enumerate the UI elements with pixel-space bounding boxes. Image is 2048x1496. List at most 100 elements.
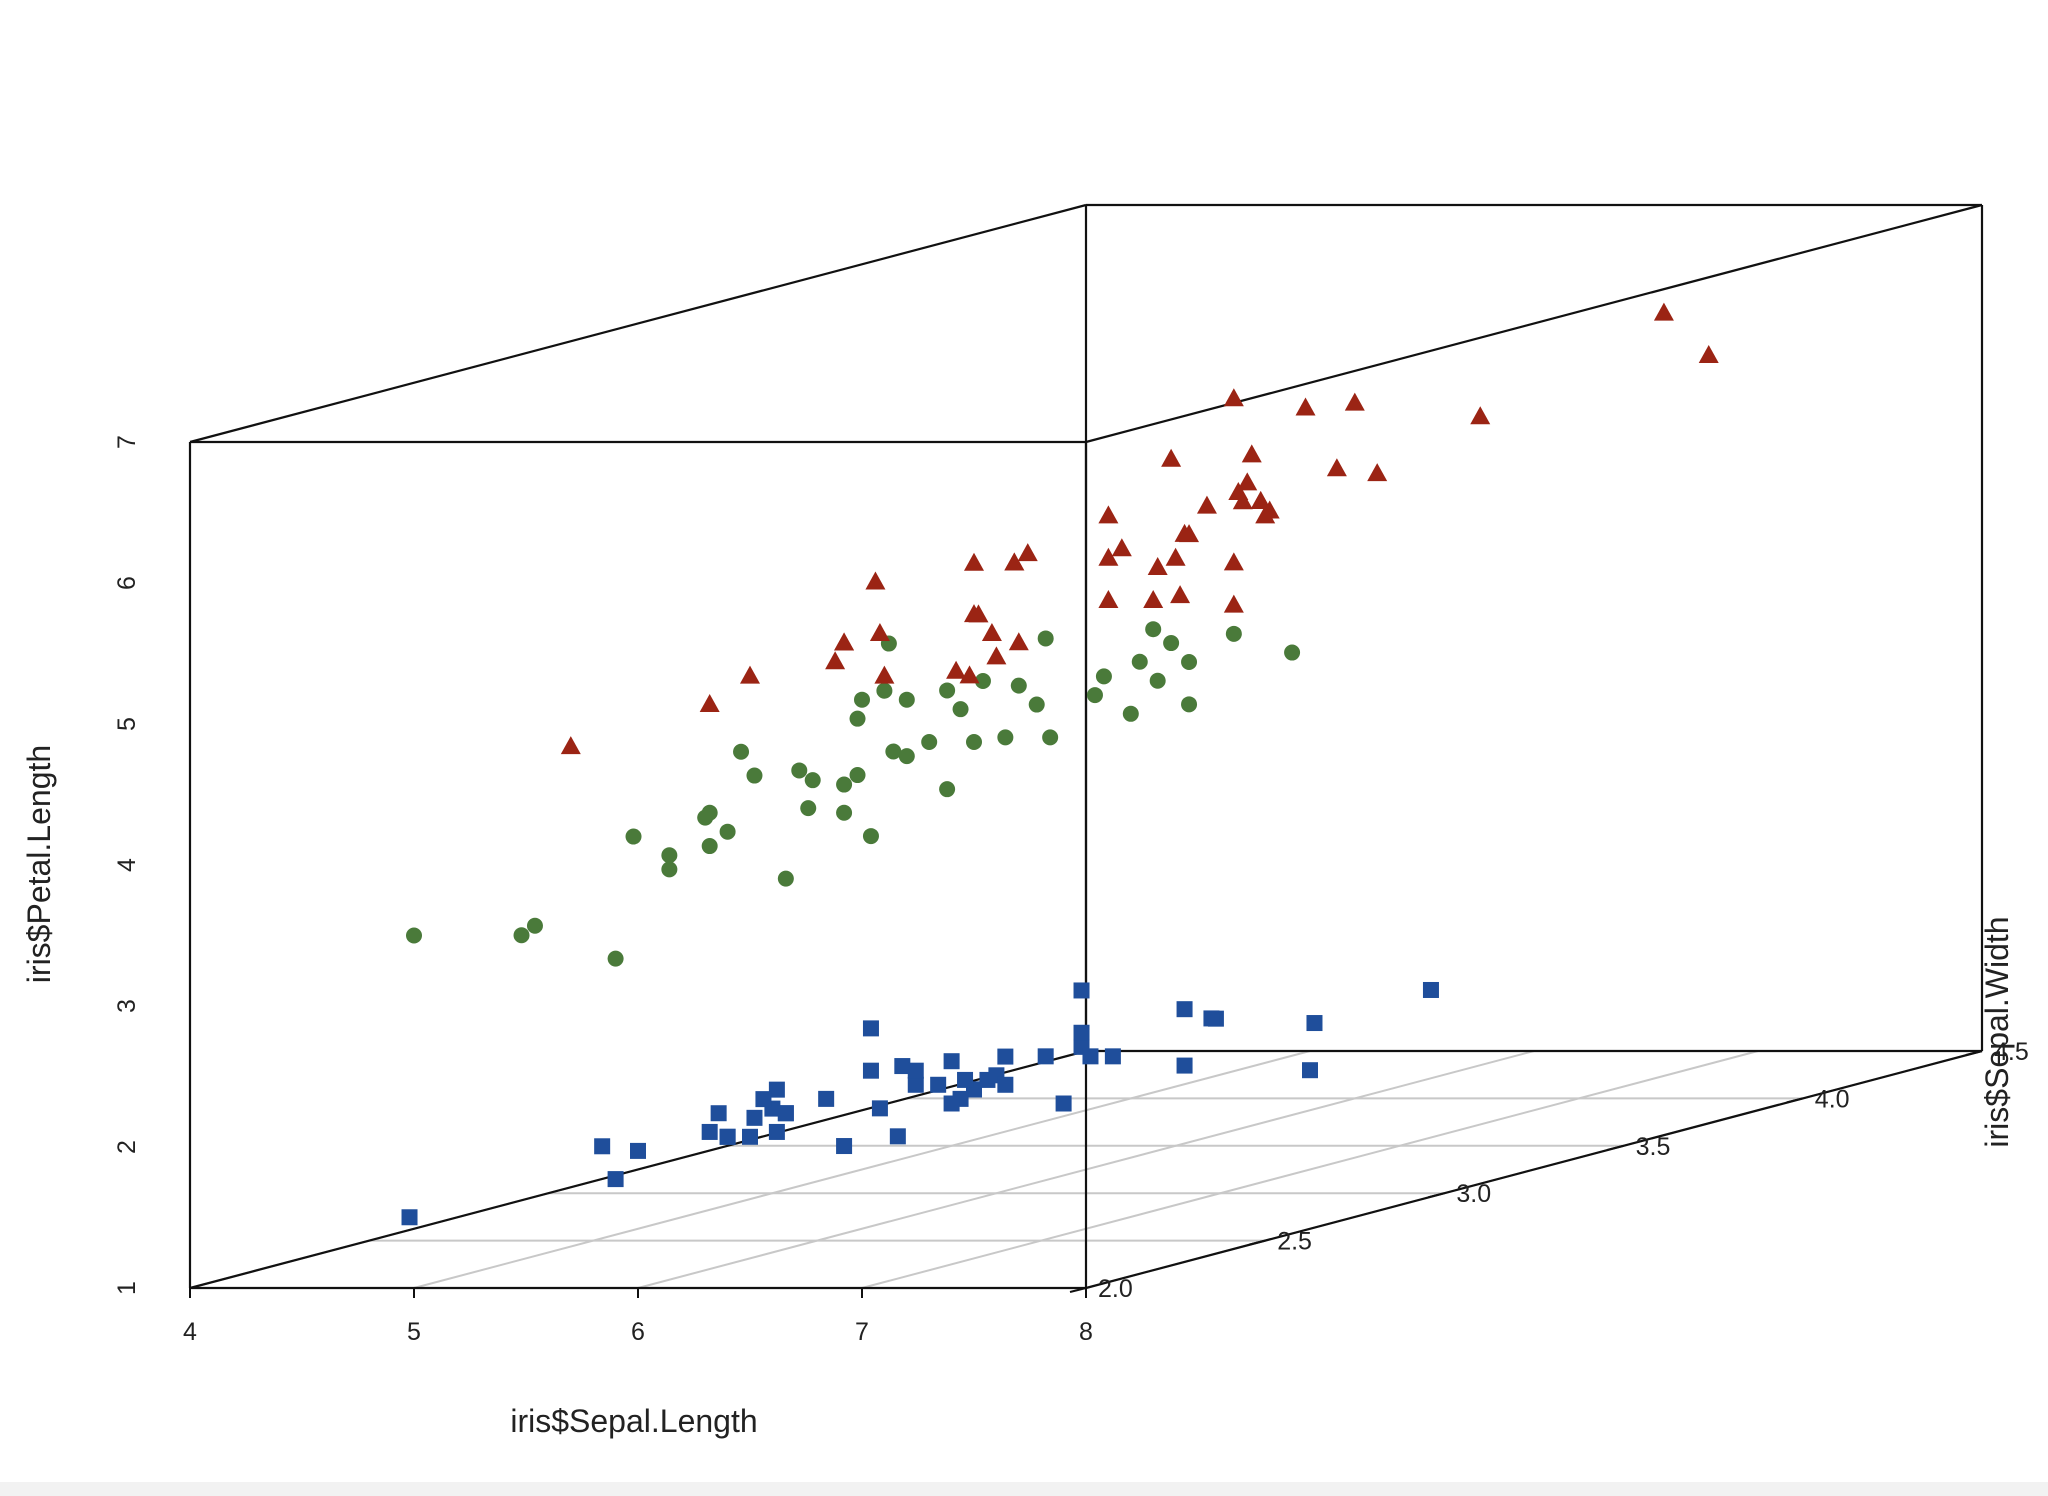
data-point-square (1176, 1057, 1193, 1074)
data-point-square (930, 1076, 947, 1093)
data-point-square (836, 1138, 853, 1155)
data-point-triangle (874, 665, 895, 684)
data-point-circle (1149, 672, 1166, 689)
y-tick-label: 2.0 (1098, 1275, 1133, 1303)
data-point-triangle (1250, 491, 1271, 510)
z-axis-title: iris$Petal.Length (21, 745, 57, 983)
data-point-circle (607, 950, 624, 967)
data-point-circle (921, 734, 938, 750)
box-edge (1085, 1049, 1983, 1290)
data-point-circle (800, 800, 817, 817)
x-tick-label: 7 (855, 1318, 869, 1346)
data-point-triangle (834, 632, 855, 651)
data-point-square (777, 1105, 794, 1122)
data-point-circle (701, 838, 718, 855)
data-point-square (1037, 1048, 1054, 1065)
data-points (401, 302, 1719, 1226)
data-point-triangle (964, 604, 984, 623)
data-point-square (894, 1058, 911, 1075)
y-tick (1428, 1192, 1445, 1199)
z-tick-label: 3 (113, 999, 141, 1013)
data-point-triangle (1161, 448, 1182, 467)
data-point-circle (625, 828, 642, 845)
data-point-square (889, 1128, 906, 1145)
data-point-circle (1181, 654, 1198, 671)
data-point-triangle (1008, 632, 1029, 651)
data-point-square (1422, 981, 1439, 998)
data-point-circle (697, 809, 714, 826)
data-point-triangle (1653, 302, 1674, 321)
y-tick (1786, 1097, 1804, 1104)
data-point-circle (746, 767, 763, 784)
data-point-square (997, 1048, 1014, 1065)
data-point-triangle (1367, 463, 1388, 482)
data-point-circle (876, 682, 893, 699)
bottom-edge (0, 1482, 2048, 1496)
data-point-triangle (1165, 547, 1186, 566)
data-point-triangle (1223, 594, 1244, 613)
data-point-triangle (1223, 552, 1244, 571)
data-point-circle (898, 748, 915, 765)
data-point-circle (406, 927, 422, 944)
data-point-triangle (1170, 585, 1191, 604)
z-tick-label: 7 (113, 435, 141, 449)
z-tick-label: 1 (113, 1281, 141, 1295)
data-point-triangle (825, 651, 846, 670)
data-point-triangle (1237, 472, 1258, 491)
data-point-square (755, 1091, 772, 1108)
data-point-square (768, 1081, 785, 1098)
y-tick-label: 4.0 (1815, 1085, 1850, 1113)
data-point-triangle (1004, 552, 1025, 571)
data-point-square (630, 1142, 646, 1159)
data-point-square (1104, 1048, 1121, 1065)
data-point-triangle (560, 736, 581, 755)
data-point-square (907, 1076, 924, 1093)
data-point-circle (997, 729, 1014, 746)
data-point-circle (661, 861, 678, 878)
data-point-circle (1010, 677, 1027, 694)
data-point-circle (1284, 644, 1301, 661)
data-point-square (1203, 1010, 1220, 1027)
data-point-square (719, 1128, 736, 1145)
data-point-circle (974, 672, 991, 689)
data-point-square (943, 1095, 960, 1112)
data-point-square (710, 1105, 727, 1122)
data-point-square (997, 1076, 1014, 1093)
axes: 4 5 6 7 8 1 2 3 4 5 6 7 2.0 2.5 3.0 3.5 4.0 4.5 (113, 435, 2029, 1346)
data-point-circle (661, 847, 678, 864)
data-point-circle (1131, 653, 1148, 670)
data-point-circle (952, 701, 969, 718)
data-point-circle (939, 781, 956, 798)
data-point-square (401, 1209, 418, 1226)
data-point-square (701, 1123, 718, 1140)
y-tick-label: 4.5 (1994, 1038, 2029, 1066)
data-point-circle (836, 776, 853, 793)
bounding-box (188, 203, 1984, 1290)
data-point-triangle (946, 660, 967, 679)
data-point-circle (1042, 729, 1059, 746)
data-point-triangle (1196, 495, 1217, 514)
data-point-square (907, 1062, 924, 1079)
data-point-triangle (1098, 547, 1119, 566)
data-point-circle (849, 767, 866, 784)
data-point-triangle (1295, 397, 1316, 416)
y-tick-label: 3.0 (1456, 1180, 1491, 1208)
data-point-square (871, 1100, 888, 1117)
data-point-triangle (1470, 406, 1491, 425)
data-point-square (1306, 1015, 1323, 1032)
y-tick-label: 3.5 (1636, 1133, 1671, 1161)
data-point-triangle (986, 646, 1007, 665)
x-tick-label: 8 (1079, 1318, 1093, 1346)
data-point-triangle (981, 623, 1002, 642)
x-tick-label: 5 (407, 1318, 421, 1346)
x-axis-title: iris$Sepal.Length (510, 1403, 757, 1439)
data-point-triangle (1098, 505, 1119, 524)
data-point-triangle (1223, 388, 1244, 407)
box-edge (189, 1049, 1087, 1290)
data-point-triangle (869, 623, 890, 642)
data-point-circle (898, 691, 915, 708)
data-point-triangle (1017, 543, 1038, 562)
data-point-circle (804, 772, 821, 789)
data-point-circle (836, 804, 853, 821)
data-point-square (607, 1171, 624, 1188)
